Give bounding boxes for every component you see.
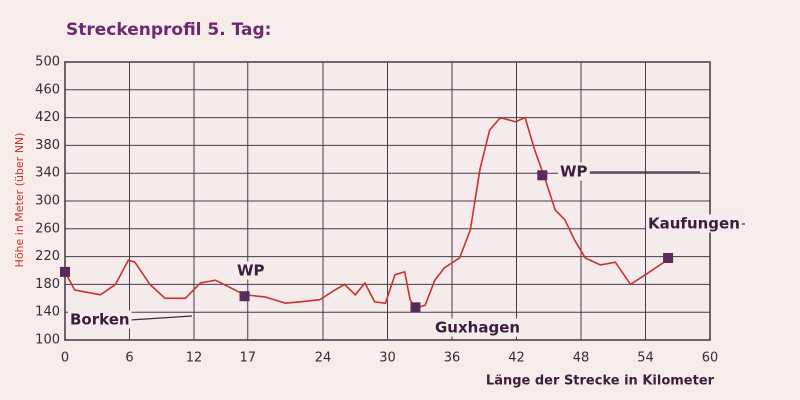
- x-tick-label: 48: [573, 351, 590, 366]
- y-tick-label: 460: [35, 82, 60, 97]
- x-tick-label: 12: [186, 351, 203, 366]
- waypoint-marker: [663, 252, 674, 263]
- annotation-bg: [558, 162, 590, 181]
- waypoint-marker: [410, 302, 421, 313]
- annotation: Guxhagen: [435, 319, 520, 337]
- annotation-bg: [646, 214, 742, 233]
- annotation: WP: [237, 262, 265, 280]
- y-tick-label: 300: [35, 194, 60, 209]
- y-tick-label: 140: [35, 305, 60, 320]
- annotation-bg: [68, 310, 132, 329]
- annotation: Borken: [70, 311, 130, 329]
- x-tick-label: 0: [61, 351, 69, 366]
- annotation-bg: [433, 318, 523, 337]
- grid: [64, 61, 711, 341]
- annotation-bg: [235, 261, 267, 280]
- waypoint-marker: [239, 291, 250, 302]
- x-tick-label: 17: [239, 351, 256, 366]
- waypoint-marker: [60, 266, 70, 277]
- y-tick-label: 380: [35, 138, 60, 153]
- y-tick-label: 260: [35, 221, 60, 236]
- y-axis-label: Höhe in Meter (über NN): [13, 133, 26, 268]
- y-tick-label: 180: [35, 277, 60, 292]
- x-tick-label: 42: [508, 351, 525, 366]
- marks: [60, 116, 674, 313]
- x-tick-label: 30: [379, 351, 396, 366]
- y-tick-label: 220: [35, 249, 60, 264]
- x-tick-label: 36: [444, 351, 461, 366]
- x-tick-label: 60: [702, 351, 719, 366]
- annotation: WP: [560, 163, 588, 181]
- y-tick-label: 340: [35, 166, 60, 181]
- annotation: Kaufungen: [648, 215, 740, 233]
- x-tick-label: 6: [125, 351, 133, 366]
- y-tick-label: 420: [35, 110, 60, 125]
- waypoint-marker: [537, 170, 548, 181]
- x-axis-label: Länge der Strecke in Kilometer: [486, 374, 715, 389]
- x-tick-label: 54: [637, 351, 654, 366]
- y-tick-label: 500: [35, 55, 60, 70]
- chart-title: Streckenprofil 5. Tag:: [66, 20, 271, 40]
- elevation-line: [64, 116, 671, 309]
- x-tick-label: 24: [315, 351, 332, 366]
- y-tick-label: 100: [35, 333, 60, 348]
- leader-line: [129, 315, 193, 321]
